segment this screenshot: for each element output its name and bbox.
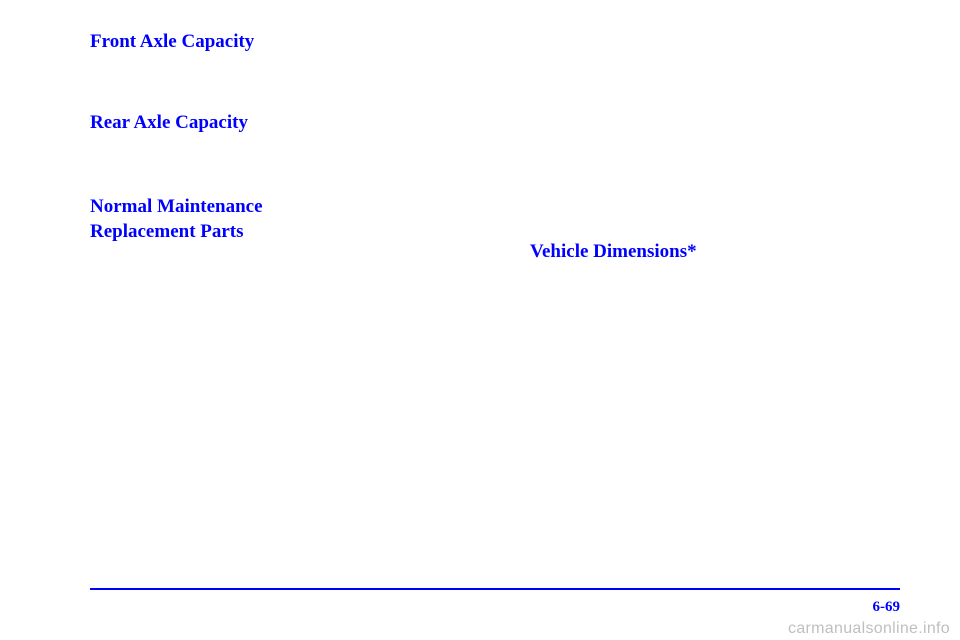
- page-number: 6-69: [873, 599, 901, 616]
- footer-rule: [90, 588, 900, 590]
- left-column: Front Axle Capacity Rear Axle Capacity N…: [90, 30, 460, 265]
- heading-normal-maintenance-line1: Normal Maintenance: [90, 196, 263, 217]
- heading-rear-axle-capacity: Rear Axle Capacity: [90, 111, 460, 136]
- right-column: Vehicle Dimensions*: [530, 30, 900, 265]
- heading-front-axle-capacity: Front Axle Capacity: [90, 30, 460, 55]
- heading-vehicle-dimensions: Vehicle Dimensions*: [530, 240, 900, 265]
- heading-normal-maintenance-line2: Replacement Parts: [90, 221, 244, 242]
- page-body: Front Axle Capacity Rear Axle Capacity N…: [0, 0, 960, 265]
- watermark-text: carmanualsonline.info: [788, 620, 950, 638]
- heading-normal-maintenance-replacement-parts: Normal Maintenance Replacement Parts: [90, 195, 460, 244]
